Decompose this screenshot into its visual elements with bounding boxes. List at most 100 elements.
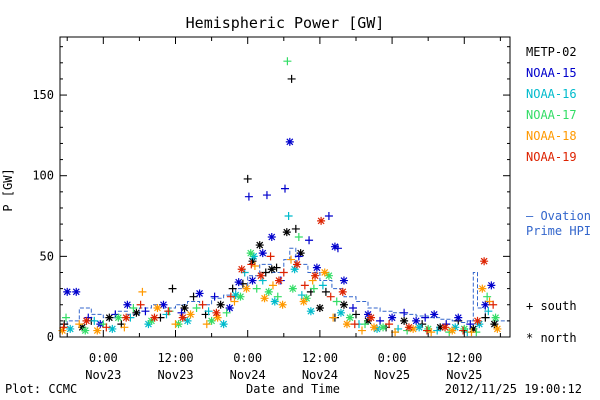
data-point-south: [284, 212, 293, 221]
data-point-south: [268, 281, 277, 290]
data-point-north: [404, 323, 413, 332]
data-point-south: [177, 308, 186, 317]
data-point-north: [478, 284, 487, 293]
data-point-south: [324, 212, 333, 221]
x-tick-time-label: 12:00: [302, 351, 338, 365]
data-point-north: [339, 276, 348, 285]
data-point-north: [72, 287, 81, 296]
data-point-south: [483, 292, 492, 301]
data-point-north: [267, 265, 276, 274]
data-point-north: [93, 326, 102, 335]
data-point-north: [213, 313, 222, 322]
data-point-south: [252, 284, 261, 293]
data-point-north: [293, 260, 302, 269]
x-tick-date-label: Nov24: [230, 368, 266, 382]
data-point-north: [448, 326, 457, 335]
data-point-north: [82, 316, 91, 325]
data-point-north: [330, 242, 339, 251]
data-point-north: [249, 252, 258, 261]
chart-legend: METP-02 NOAA-15 NOAA-16 NOAA-17 NOAA-18 NOAA-…: [526, 45, 591, 345]
data-point-south: [350, 320, 359, 329]
data-point-south: [358, 326, 367, 335]
data-point-north: [299, 297, 308, 306]
data-point-south: [309, 284, 318, 293]
data-point-north: [153, 303, 162, 312]
data-point-north: [475, 320, 484, 329]
data-point-south: [136, 300, 145, 309]
data-point-south: [484, 307, 493, 316]
data-point-north: [415, 323, 424, 332]
data-point-south: [171, 320, 180, 329]
series-metp-02: [60, 74, 499, 333]
data-point-north: [311, 271, 320, 280]
data-point-south: [204, 307, 213, 316]
data-point-south: [230, 297, 239, 306]
data-point-south: [247, 260, 256, 269]
data-point-north: [195, 289, 204, 298]
legend-ovation-line2: Prime HPI: [526, 224, 591, 238]
data-point-north: [216, 300, 225, 309]
data-point-north: [490, 320, 499, 329]
data-point-south: [351, 310, 360, 319]
data-point-north: [481, 300, 490, 309]
y-tick-label: 150: [32, 88, 54, 102]
data-point-south: [250, 262, 259, 271]
data-point-north: [315, 303, 324, 312]
data-point-north: [144, 320, 153, 329]
data-point-south: [361, 320, 370, 329]
data-point-south: [192, 303, 201, 312]
series-noaa-18: [58, 255, 502, 337]
data-point-north: [317, 216, 326, 225]
data-point-north: [248, 257, 257, 266]
chart-title: Hemispheric Power [GW]: [186, 14, 385, 32]
plot-timestamp: 2012/11/25 19:00:12: [445, 382, 582, 396]
data-point-north: [320, 268, 329, 277]
data-point-south: [189, 292, 198, 301]
data-point-south: [294, 233, 303, 241]
x-tick-date-label: Nov25: [374, 368, 410, 382]
data-point-north: [296, 249, 305, 258]
data-point-north: [78, 323, 87, 332]
data-point-south: [427, 328, 436, 337]
data-point-south: [459, 326, 468, 335]
data-point-south: [202, 320, 211, 329]
legend-ovation-line1: — Ovation: [526, 209, 591, 223]
data-point-south: [75, 320, 84, 329]
data-point-south: [62, 313, 71, 322]
satellite-data-points: [58, 57, 502, 337]
data-point-north: [454, 313, 463, 322]
data-point-north: [469, 324, 478, 333]
x-axis-label: Date and Time: [246, 382, 340, 396]
data-point-south: [210, 292, 219, 301]
data-point-south: [467, 328, 476, 337]
data-point-south: [421, 313, 430, 322]
plot-axes: 0 50 100 150 0:00 Nov23 12:00 Nov23 0:00 Nov24 12:…: [32, 36, 511, 382]
data-point-north: [451, 323, 460, 332]
data-point-north: [270, 297, 279, 306]
data-point-north: [338, 287, 347, 296]
x-tick-date-label: Nov23: [157, 368, 193, 382]
data-point-north: [267, 233, 276, 241]
data-point-north: [264, 287, 273, 296]
data-point-north: [186, 310, 195, 319]
data-point-north: [248, 276, 257, 285]
data-point-north: [441, 323, 450, 332]
data-point-north: [108, 324, 117, 333]
data-point-north: [212, 308, 221, 317]
series-noaa-15: [63, 137, 496, 329]
data-point-north: [373, 324, 382, 333]
data-point-north: [147, 316, 156, 325]
data-point-south: [120, 323, 129, 332]
data-point-north: [388, 313, 397, 322]
data-point-north: [183, 316, 192, 325]
data-point-north: [324, 271, 333, 280]
data-point-south: [329, 313, 338, 322]
series-noaa-19: [59, 216, 498, 335]
data-point-north: [285, 137, 294, 146]
data-point-south: [297, 291, 306, 300]
data-point-south: [333, 244, 342, 253]
data-point-north: [336, 308, 345, 317]
data-point-south: [433, 326, 442, 335]
x-tick-time-label: 12:00: [157, 351, 193, 365]
